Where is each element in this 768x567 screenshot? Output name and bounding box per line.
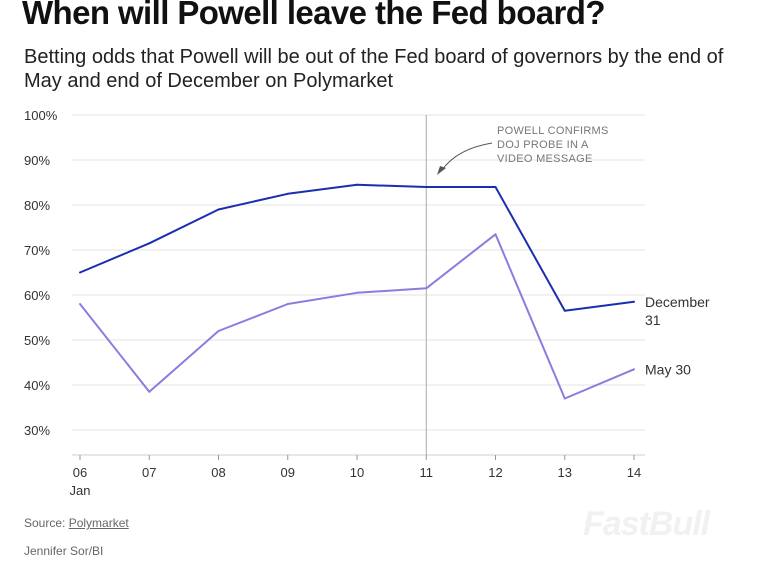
series-lines xyxy=(79,183,635,400)
data-point xyxy=(356,291,358,294)
x-axis-ticks: 06 07 08 09 10 11 12 13 14 Jan xyxy=(70,455,641,498)
data-point xyxy=(633,368,635,371)
data-point xyxy=(286,192,289,195)
data-point xyxy=(79,271,81,274)
y-tick-label: 60% xyxy=(24,288,50,303)
x-tick-label: 13 xyxy=(558,465,572,480)
y-tick-label: 100% xyxy=(24,108,58,123)
data-point xyxy=(286,303,289,305)
series-line-2 xyxy=(79,233,635,400)
source-link[interactable]: Polymarket xyxy=(68,516,129,530)
x-tick-label: 07 xyxy=(142,465,156,480)
series-labels: December 31 May 30 xyxy=(645,294,710,378)
chart-title: When will Powell leave the Fed board? xyxy=(22,0,606,31)
x-tick-label: 06 xyxy=(73,465,87,480)
data-point xyxy=(217,330,220,332)
data-point xyxy=(563,309,566,312)
data-point xyxy=(494,186,497,188)
x-sublabel: Jan xyxy=(70,483,91,498)
source-prefix: Source: xyxy=(24,516,69,530)
watermark-logo: FastBull xyxy=(583,505,710,543)
series-label: May 30 xyxy=(645,361,691,377)
x-tick-label: 10 xyxy=(350,465,364,480)
y-tick-label: 80% xyxy=(24,198,50,213)
chart-subtitle: Betting odds that Powell will be out of … xyxy=(24,46,724,92)
y-tick-label: 90% xyxy=(24,153,50,168)
x-tick-label: 14 xyxy=(627,465,641,480)
y-tick-label: 50% xyxy=(24,333,50,348)
credit-note: Jennifer Sor/BI xyxy=(24,544,104,558)
x-tick-label: 09 xyxy=(281,465,295,480)
data-point xyxy=(79,303,81,305)
data-point xyxy=(633,300,635,303)
y-tick-label: 70% xyxy=(24,243,50,258)
x-tick-label: 11 xyxy=(420,465,434,480)
data-point xyxy=(425,287,428,290)
data-point xyxy=(563,397,566,400)
y-tick-label: 30% xyxy=(24,423,50,438)
y-tick-label: 40% xyxy=(24,378,50,393)
annotation-text: POWELL CONFIRMS xyxy=(497,125,609,137)
x-tick-label: 08 xyxy=(211,465,225,480)
data-point xyxy=(148,242,151,245)
data-point xyxy=(425,186,428,188)
x-tick-label: 12 xyxy=(488,465,502,480)
gridlines xyxy=(72,114,645,456)
data-point xyxy=(356,183,358,186)
data-point xyxy=(217,208,220,211)
data-point xyxy=(494,233,497,236)
annotation-arrowhead xyxy=(437,166,446,175)
source-note: Source: Polymarket xyxy=(24,516,129,530)
y-axis-ticks: 30% 40% 50% 60% 70% 80% 90% 100% xyxy=(24,108,58,438)
annotation: POWELL CONFIRMS DOJ PROBE IN A VIDEO MESSA… xyxy=(425,115,609,455)
series-label: 31 xyxy=(645,312,661,328)
series-label: December xyxy=(645,294,710,310)
annotation-text: VIDEO MESSAGE xyxy=(497,153,593,165)
annotation-text: DOJ PROBE IN A xyxy=(497,139,589,151)
data-point xyxy=(148,390,151,393)
annotation-arrow xyxy=(441,142,493,171)
